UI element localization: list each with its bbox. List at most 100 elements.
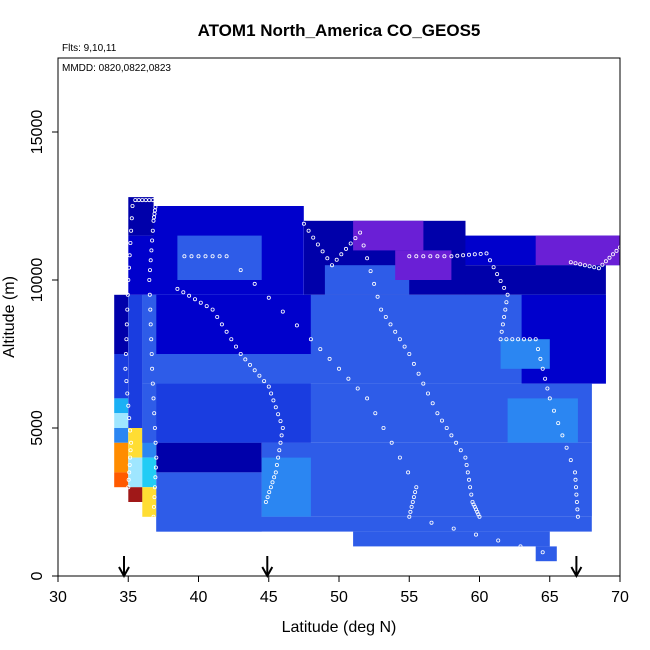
track-point-19	[147, 292, 152, 297]
track-point-236	[411, 495, 416, 500]
track-point-52	[126, 403, 131, 408]
track-point-46	[124, 322, 129, 327]
track-point-106	[334, 257, 339, 262]
x-tick-label-4: 50	[330, 589, 348, 606]
track-point-62	[175, 286, 180, 291]
track-point-75	[243, 357, 248, 362]
track-point-196	[575, 514, 580, 519]
track-point-109	[348, 241, 353, 246]
dates-annotation: MMDD: 0820,0822,0823	[62, 63, 171, 74]
track-point-208	[614, 248, 619, 253]
track-point-157	[466, 252, 471, 257]
track-point-88	[278, 440, 283, 445]
track-point-68	[210, 307, 215, 312]
track-point-7	[153, 201, 158, 206]
heatmap-cell-38	[535, 546, 557, 562]
track-point-230	[381, 425, 386, 430]
track-point-124	[411, 361, 416, 366]
track-point-158	[472, 252, 477, 257]
track-point-178	[533, 337, 538, 342]
track-point-82	[271, 398, 276, 403]
heatmap-cell-32	[156, 442, 262, 473]
track-point-140	[469, 492, 474, 497]
track-point-239	[408, 509, 413, 514]
track-point-163	[495, 272, 500, 277]
track-point-128	[430, 401, 435, 406]
track-point-188	[564, 445, 569, 450]
track-point-80	[266, 384, 271, 389]
track-point-162	[491, 265, 496, 270]
track-point-33	[152, 485, 157, 490]
track-point-92	[273, 470, 278, 475]
track-point-155	[455, 253, 460, 258]
track-point-189	[568, 458, 573, 463]
track-point-245	[518, 544, 523, 549]
heatmap-cell-23	[535, 235, 620, 266]
track-point-91	[274, 462, 279, 467]
track-point-112	[361, 243, 366, 248]
heatmap-cell-30	[156, 383, 311, 443]
track-point-244	[496, 538, 501, 543]
track-point-36	[151, 514, 156, 519]
track-point-225	[336, 366, 341, 371]
track-point-202	[592, 265, 597, 270]
track-point-175	[516, 337, 521, 342]
track-point-222	[308, 337, 313, 342]
heatmap-cell-5	[114, 442, 129, 473]
heatmap-cell-21	[395, 250, 452, 280]
track-point-233	[406, 470, 411, 475]
track-point-16	[148, 258, 153, 263]
track-point-191	[573, 477, 578, 482]
track-point-224	[327, 356, 332, 361]
track-point-135	[463, 455, 468, 460]
track-point-39	[129, 228, 134, 233]
track-point-187	[560, 433, 565, 438]
track-point-180	[538, 356, 543, 361]
track-point-56	[128, 448, 133, 453]
track-point-138	[466, 477, 471, 482]
y-tick-label-3: 15000	[29, 110, 46, 155]
track-point-214	[210, 254, 215, 259]
track-point-235	[413, 490, 418, 495]
track-point-97	[265, 495, 270, 500]
track-point-50	[124, 379, 129, 384]
track-point-183	[545, 386, 550, 391]
x-tick-label-2: 40	[190, 589, 208, 606]
track-point-43	[126, 277, 131, 282]
track-point-53	[127, 416, 132, 421]
y-axis: 0 5000 10000 15000	[29, 110, 58, 580]
track-point-156	[461, 253, 466, 258]
track-point-237	[410, 499, 415, 504]
track-point-160	[484, 251, 489, 256]
track-point-217	[238, 268, 243, 273]
track-point-83	[273, 405, 278, 410]
x-tick-label-5: 55	[400, 589, 418, 606]
track-point-24	[150, 366, 155, 371]
track-point-77	[252, 368, 257, 373]
track-point-197	[568, 260, 573, 265]
track-point-45	[125, 307, 130, 312]
track-point-139	[468, 485, 473, 490]
track-point-116	[375, 294, 380, 299]
track-point-215	[217, 254, 222, 259]
track-point-193	[574, 492, 579, 497]
heatmap-cell-7	[128, 294, 143, 428]
track-point-241	[429, 520, 434, 525]
track-point-198	[573, 261, 578, 266]
track-point-127	[425, 391, 430, 396]
track-point-185	[552, 408, 557, 413]
track-point-117	[379, 307, 384, 312]
track-point-173	[504, 337, 509, 342]
track-point-134	[458, 448, 463, 453]
heatmap-cell-13	[142, 487, 157, 517]
track-point-49	[123, 366, 128, 371]
track-point-132	[449, 433, 454, 438]
track-point-192	[574, 485, 579, 490]
track-point-172	[498, 337, 503, 342]
track-point-108	[343, 246, 348, 251]
flights-annotation: Flts: 9,10,11	[62, 43, 117, 54]
track-point-154	[449, 254, 454, 259]
heatmap-cell-33	[261, 442, 592, 517]
track-point-130	[439, 418, 444, 423]
track-point-31	[153, 465, 158, 470]
